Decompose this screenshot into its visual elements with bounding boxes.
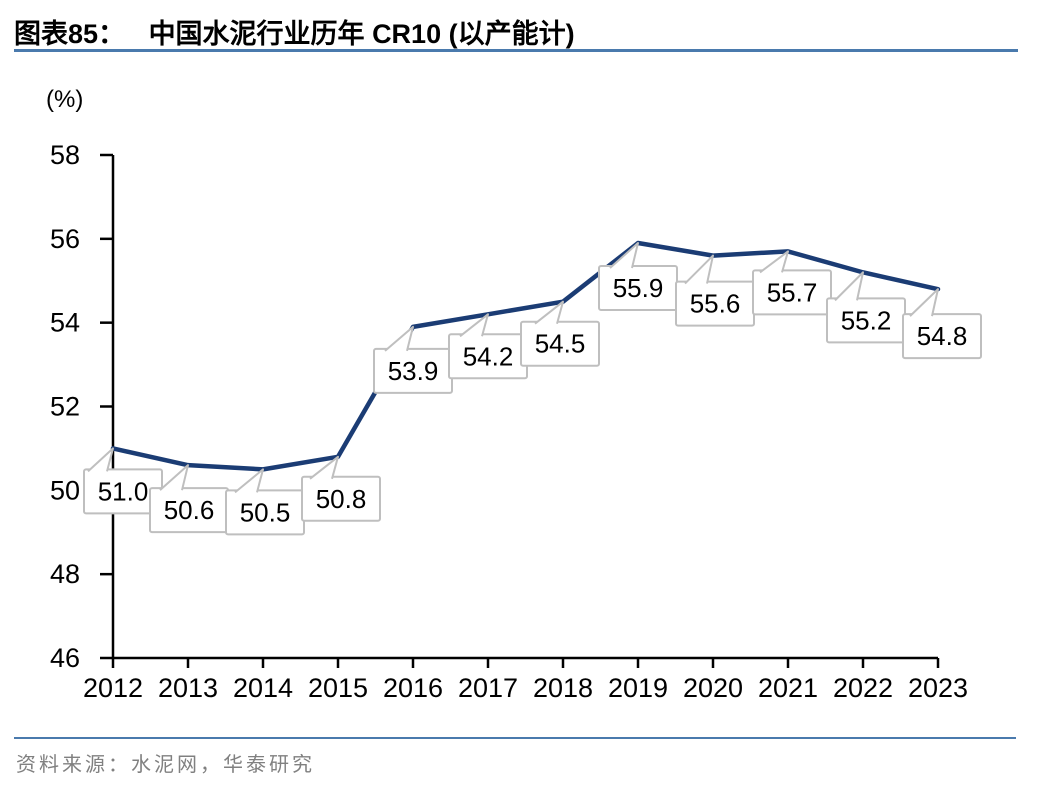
data-label-value: 51.0	[98, 476, 149, 506]
source-note: 资料来源：水泥网，华泰研究	[16, 754, 315, 776]
x-axis-tick-label: 2023	[908, 673, 968, 703]
data-label-value: 55.2	[841, 305, 892, 335]
figure-title: 图表85： 中国水泥行业历年 CR10 (以产能计)	[14, 12, 1018, 51]
x-axis-tick-label: 2020	[683, 673, 743, 703]
data-label-callout-pointer	[309, 455, 339, 480]
source-divider-line	[14, 737, 1016, 739]
data-label-callout-pointer	[384, 325, 414, 352]
y-axis-tick-label: 48	[50, 559, 80, 589]
data-label-value: 50.6	[164, 495, 215, 525]
x-axis-tick-label: 2021	[758, 673, 818, 703]
data-label-value: 55.9	[613, 273, 664, 303]
data-label-value: 50.8	[316, 484, 367, 514]
data-label-callout-pointer	[609, 242, 639, 269]
data-label-value: 50.5	[240, 497, 291, 527]
data-label-callout-box	[520, 320, 600, 367]
data-label-callout-pointer	[684, 254, 714, 285]
y-axis-tick-label: 52	[50, 392, 80, 422]
title-divider-line	[14, 49, 1018, 52]
data-label-callout-box	[902, 313, 982, 360]
x-axis-tick-label: 2019	[608, 673, 668, 703]
data-label-callout-pointer	[87, 447, 114, 473]
x-axis-tick-label: 2016	[383, 673, 443, 703]
data-label-callout-pointer	[534, 300, 564, 325]
data-label-callout-box	[752, 269, 832, 316]
x-axis-tick-label: 2015	[308, 673, 368, 703]
series-line-cr10	[110, 240, 941, 472]
data-label-value: 54.2	[463, 341, 514, 371]
y-axis-tick-label: 46	[50, 643, 80, 673]
x-axis-tick-label: 2014	[233, 673, 293, 703]
data-label-callout-pointer	[234, 468, 264, 494]
data-label-callout-pointer	[834, 271, 864, 302]
data-label-callout-pointer	[909, 288, 939, 317]
y-axis-unit-label: (%)	[46, 86, 84, 113]
x-axis-tick-label: 2017	[458, 673, 518, 703]
figure-title-text: 中国水泥行业历年 CR10 (以产能计)	[148, 19, 575, 49]
data-label-callout-pointer	[759, 250, 789, 274]
y-axis-tick-label: 54	[50, 308, 80, 338]
data-label-value: 53.9	[388, 356, 439, 386]
data-label-value: 54.8	[917, 321, 968, 351]
data-label-callout-pointer	[459, 313, 489, 338]
x-axis-tick-label: 2012	[83, 673, 143, 703]
y-axis-tick-label: 56	[50, 224, 80, 254]
figure-number-label: 图表85：	[14, 19, 126, 49]
axis-frame	[111, 155, 938, 660]
x-axis-tick-label: 2013	[158, 673, 218, 703]
data-label-value: 54.5	[535, 329, 586, 359]
data-label-callout-box	[301, 475, 381, 522]
y-axis-tick-label: 58	[50, 140, 80, 170]
x-axis-tick-label: 2018	[533, 673, 593, 703]
data-label-callout-pointer	[159, 464, 189, 491]
x-axis-tick-label: 2022	[833, 673, 893, 703]
data-label-value: 55.7	[767, 277, 818, 307]
data-label-value: 55.6	[690, 289, 741, 319]
y-axis-tick-label: 50	[50, 475, 80, 505]
